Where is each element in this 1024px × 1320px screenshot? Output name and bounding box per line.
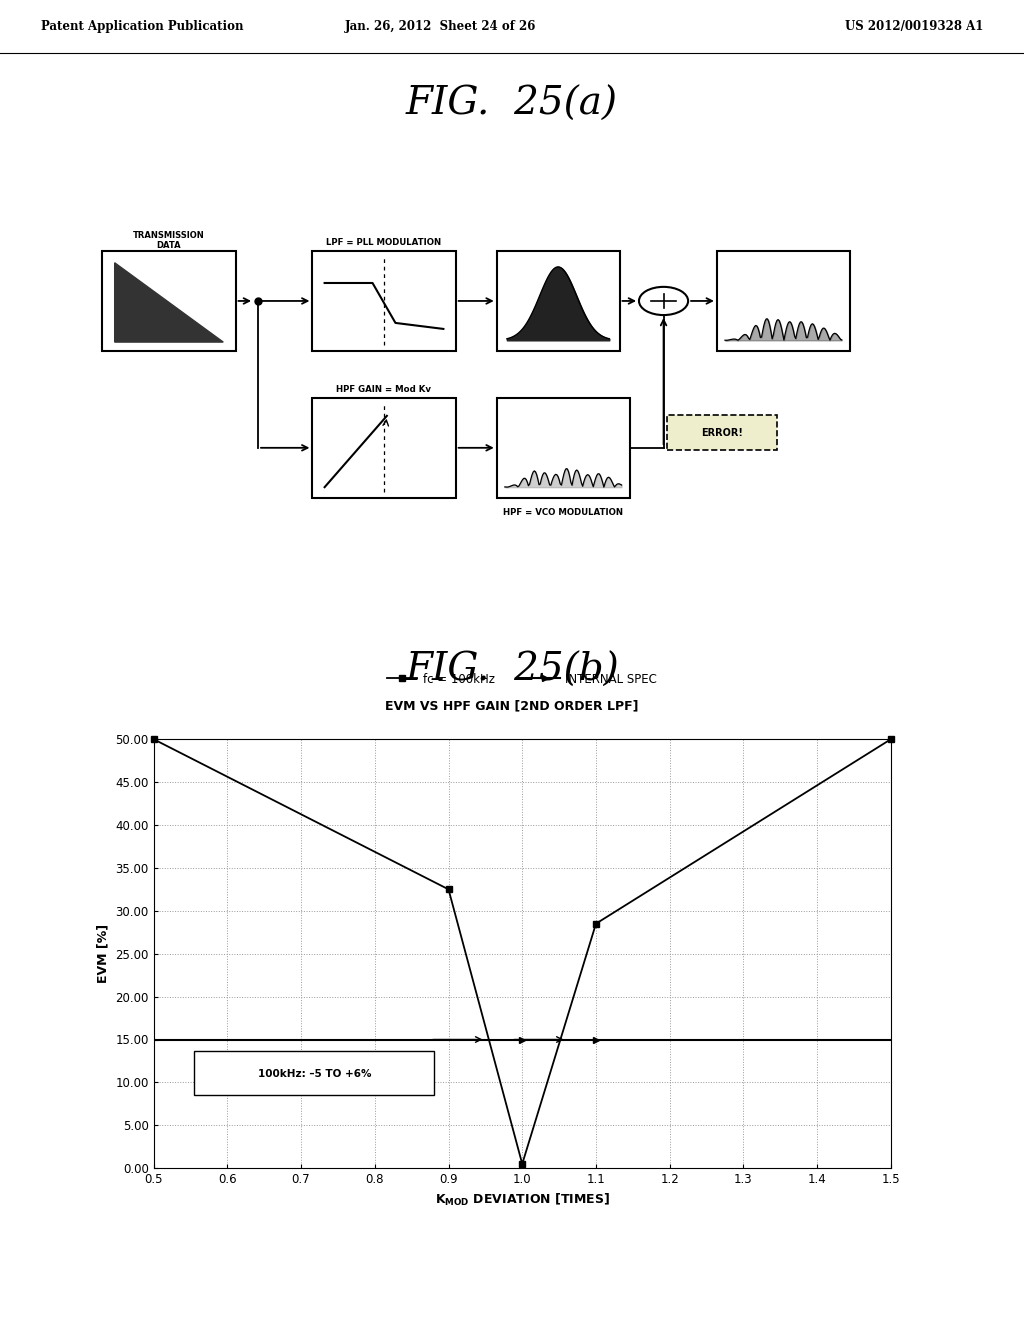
fc = 100kHz	[442, 882, 455, 898]
Legend: fc = 100kHz, INTERNAL SPEC: fc = 100kHz, INTERNAL SPEC	[382, 668, 663, 690]
Text: HPF GAIN = Mod Kv: HPF GAIN = Mod Kv	[337, 384, 431, 393]
Bar	[497, 397, 630, 498]
Bar	[102, 251, 236, 351]
FancyBboxPatch shape	[195, 1051, 434, 1096]
Text: FIG.  25(b): FIG. 25(b)	[406, 652, 618, 689]
Y-axis label: EVM [%]: EVM [%]	[97, 924, 110, 983]
Text: US 2012/0019328 A1: US 2012/0019328 A1	[845, 20, 983, 33]
Text: Jan. 26, 2012  Sheet 24 of 26: Jan. 26, 2012 Sheet 24 of 26	[345, 20, 536, 33]
Bar	[312, 397, 456, 498]
FancyBboxPatch shape	[667, 414, 777, 450]
Bar	[717, 251, 850, 351]
Text: FIG.  25(a): FIG. 25(a)	[406, 86, 618, 123]
Text: Patent Application Publication: Patent Application Publication	[41, 20, 244, 33]
X-axis label: $\mathregular{K_{MOD}}$ DEVIATION [TIMES]: $\mathregular{K_{MOD}}$ DEVIATION [TIMES…	[435, 1192, 609, 1208]
Text: HPF = VCO MODULATION: HPF = VCO MODULATION	[503, 508, 624, 517]
Text: LPF = PLL MODULATION: LPF = PLL MODULATION	[327, 238, 441, 247]
Text: 100kHz: –5 TO +6%: 100kHz: –5 TO +6%	[258, 1069, 371, 1078]
Polygon shape	[115, 263, 223, 342]
Bar	[312, 251, 456, 351]
fc = 100kHz	[885, 731, 897, 747]
Text: TRANSMISSION: TRANSMISSION	[133, 231, 205, 240]
fc = 100kHz	[516, 1156, 528, 1172]
fc = 100kHz	[147, 731, 160, 747]
Line: fc = 100kHz: fc = 100kHz	[151, 735, 894, 1167]
Text: ERROR!: ERROR!	[701, 428, 742, 437]
fc = 100kHz	[590, 916, 602, 932]
Text: EVM VS HPF GAIN [2ND ORDER LPF]: EVM VS HPF GAIN [2ND ORDER LPF]	[385, 700, 639, 713]
Text: DATA: DATA	[157, 240, 181, 249]
Bar	[497, 251, 620, 351]
